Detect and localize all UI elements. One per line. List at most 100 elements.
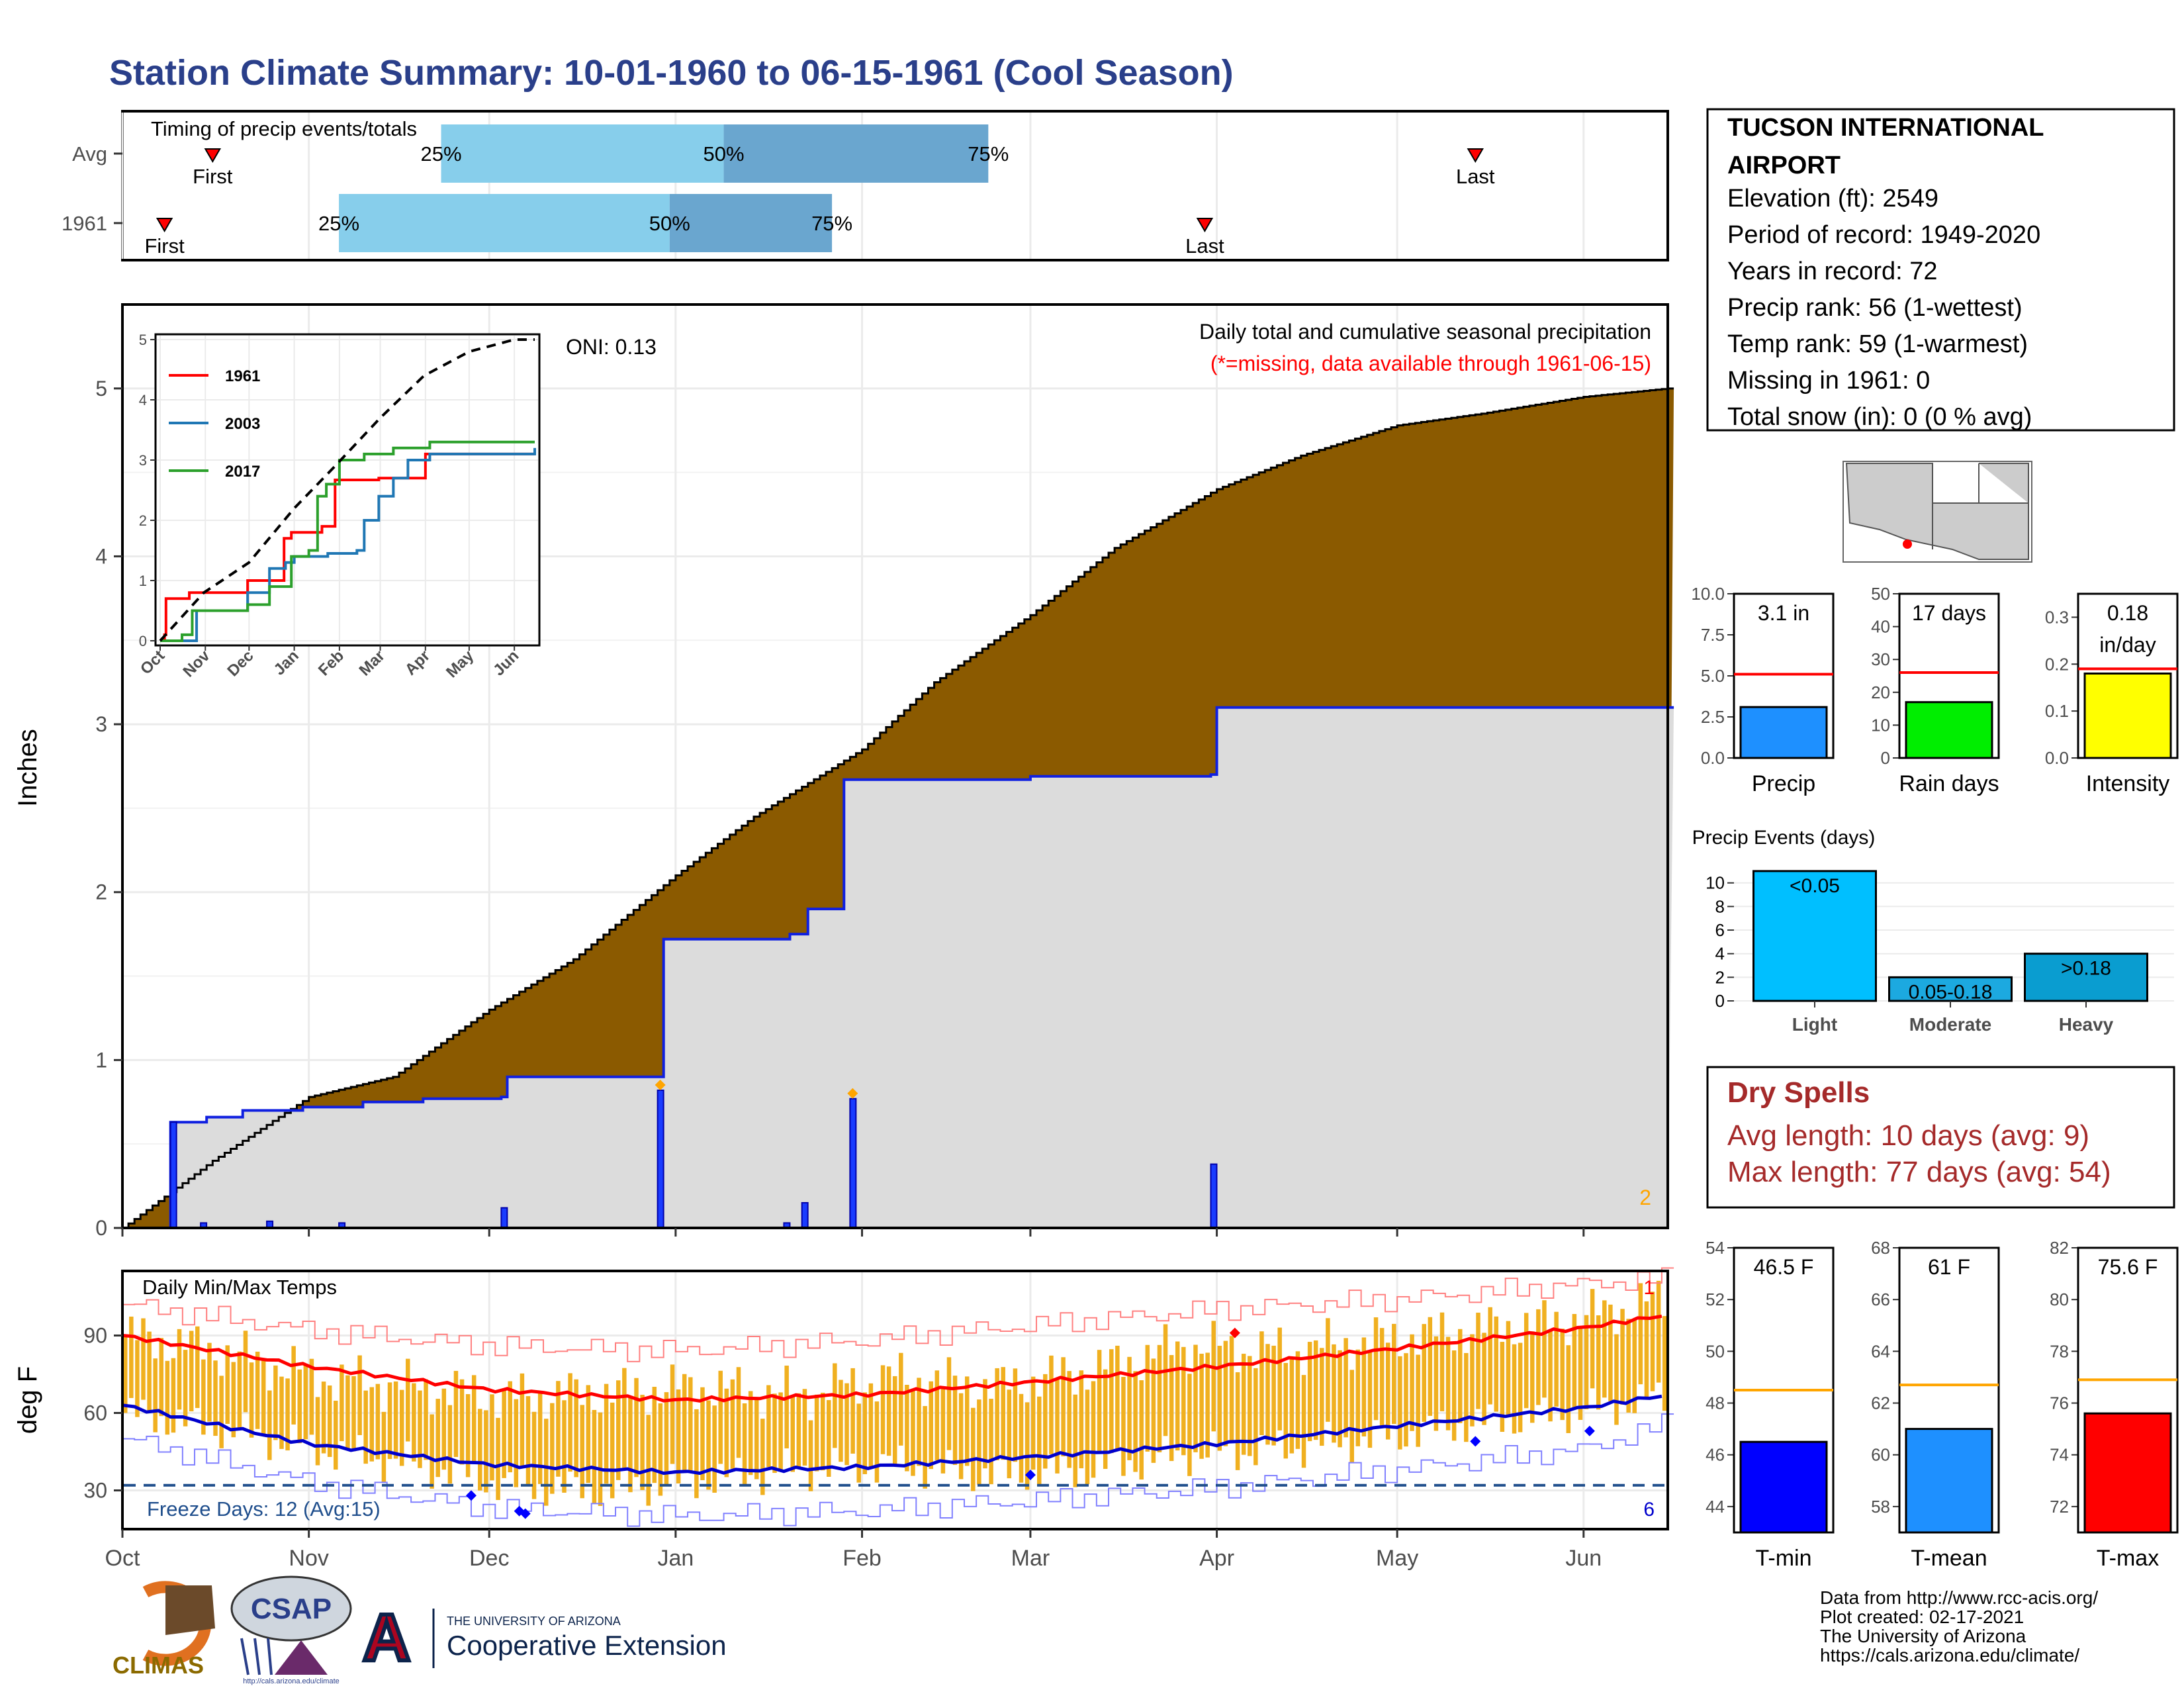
small-bar-y-tick-label: 66	[1871, 1289, 1890, 1309]
small-bar-y-tick-label: 60	[1871, 1445, 1890, 1465]
daily-temp-bar	[1133, 1371, 1138, 1472]
events-category-label: Light	[1792, 1014, 1837, 1035]
timeline-quartile-bar-1	[441, 124, 724, 183]
daily-temp-bar	[1103, 1369, 1108, 1470]
daily-temp-bar	[592, 1409, 597, 1504]
daily-temp-bar	[123, 1335, 128, 1413]
record-low-count: 6	[1643, 1499, 1655, 1521]
events-y-tick-label: 4	[1715, 944, 1725, 964]
daily-temp-bar	[1127, 1356, 1132, 1460]
events-bar-label: <0.05	[1790, 875, 1840, 897]
temp-x-tick-label: Jun	[1565, 1546, 1602, 1571]
small-bar-y-tick-label: 0.1	[2045, 701, 2069, 721]
daily-temp-bar	[1097, 1350, 1102, 1453]
small-bar-y-tick-label: 7.5	[1701, 625, 1725, 645]
daily-temp-bar	[243, 1331, 248, 1413]
timeline-p25-label: 25%	[318, 212, 359, 235]
daily-temp-bar	[1410, 1334, 1414, 1431]
daily-temp-bar	[1500, 1342, 1505, 1432]
daily-temp-bar	[880, 1365, 886, 1454]
daily-temp-bar	[917, 1378, 921, 1466]
daily-temp-bar	[862, 1392, 868, 1474]
inset-series-line	[160, 452, 535, 642]
daily-temp-bar	[1494, 1316, 1499, 1412]
daily-precip-bar	[657, 1090, 664, 1229]
daily-temp-bar	[964, 1376, 970, 1466]
daily-temp-bar	[923, 1406, 927, 1489]
daily-temp-bar	[628, 1396, 633, 1493]
timeline-p50-label: 50%	[649, 212, 690, 235]
daily-temp-bar	[1277, 1327, 1282, 1430]
daily-temp-bar	[610, 1402, 615, 1499]
small-bar-y-tick-label: 0.3	[2045, 607, 2069, 627]
daily-temp-bar	[1055, 1379, 1060, 1474]
station-location-marker	[1903, 539, 1912, 549]
daily-temp-bar	[537, 1392, 543, 1484]
daily-temp-bar	[1205, 1352, 1210, 1458]
daily-temp-bar	[856, 1403, 861, 1483]
events-category-label: Moderate	[1909, 1014, 1991, 1035]
small-bar-y-tick-label: 0	[1881, 748, 1890, 768]
daily-temp-bar	[1121, 1377, 1126, 1476]
inset-y-tick-label: 4	[139, 392, 147, 408]
record-high-marker	[1229, 1327, 1240, 1338]
inset-series-line	[160, 440, 535, 642]
inset-y-tick-label: 3	[139, 452, 147, 469]
daily-temp-bar	[844, 1383, 849, 1466]
daily-temp-bar	[285, 1378, 290, 1451]
daily-temp-bar	[1013, 1368, 1018, 1462]
daily-temp-bar	[159, 1338, 164, 1417]
small-bar-y-tick-label: 54	[1706, 1238, 1725, 1258]
footer-line: Data from http://www.rcc-acis.org/	[1820, 1587, 2098, 1608]
daily-temp-bar	[1073, 1394, 1078, 1487]
daily-temp-bar	[520, 1373, 525, 1468]
year-cumulative-area	[122, 707, 1674, 1228]
daily-temp-bar	[1512, 1344, 1517, 1434]
temp-y-tick-label: 30	[83, 1479, 107, 1503]
small-bar-frame	[1733, 592, 1835, 759]
small-bar-frame	[1898, 592, 2000, 759]
daily-temp-bar	[471, 1375, 477, 1463]
small-bar-value	[1905, 1428, 1993, 1534]
record-low-marker	[1584, 1425, 1595, 1436]
record-low-marker	[1024, 1470, 1036, 1481]
small-bar-chart-t-min: 44 46 48 50 52 54 46.5 F T-min	[1706, 1238, 1835, 1571]
daily-temp-bar	[447, 1405, 453, 1484]
daily-temp-bar	[989, 1399, 993, 1485]
record-max-line	[122, 1267, 1674, 1362]
timeline-panel: Timing of precip events/totals Avg 25% 50%…	[62, 110, 1669, 261]
daily-temp-bar	[1416, 1354, 1420, 1447]
small-bar-y-tick-label: 80	[2050, 1289, 2069, 1309]
climas-logo-text: CLIMAS	[113, 1652, 204, 1679]
station-line: Years in record: 72	[1727, 258, 1938, 285]
small-bar-value-label: 61 F	[1928, 1255, 1970, 1279]
daily-temp-bar	[141, 1318, 146, 1400]
csap-logo-cloud	[230, 1575, 352, 1642]
daily-temp-bar	[255, 1351, 260, 1429]
daily-temp-bar	[946, 1357, 952, 1450]
daily-temp-bar	[929, 1381, 933, 1470]
small-bar-y-tick-label: 10.0	[1691, 584, 1725, 604]
daily-temp-bar	[1470, 1334, 1475, 1427]
daily-temp-bar	[1439, 1312, 1445, 1411]
daily-temp-bar	[1037, 1396, 1042, 1486]
temp-y-tick-label: 60	[83, 1401, 107, 1425]
daily-temp-bar	[1061, 1357, 1066, 1457]
events-bar	[1888, 976, 2013, 1002]
timeline-row-label: 1961	[62, 212, 107, 235]
daily-temp-bar	[1253, 1368, 1258, 1466]
small-bar-value-label: 17 days	[1912, 601, 1986, 625]
station-line: Missing in 1961: 0	[1727, 367, 1930, 395]
daily-temp-bar	[543, 1419, 549, 1506]
daily-temp-bar	[189, 1331, 194, 1412]
climas-logo: CLIMAS	[113, 1581, 215, 1679]
inset-y-tick-label: 1	[139, 573, 147, 589]
daily-temp-bar	[183, 1350, 188, 1427]
temp-chart-title: Daily Min/Max Temps	[142, 1276, 337, 1299]
small-bar-title: T-max	[2097, 1546, 2159, 1571]
timeline-last-marker	[1467, 148, 1484, 163]
map-state-borders	[1932, 463, 1979, 549]
daily-temp-bar	[357, 1355, 362, 1435]
inset-avg-line	[159, 338, 535, 642]
daily-temp-bar	[1638, 1283, 1643, 1385]
